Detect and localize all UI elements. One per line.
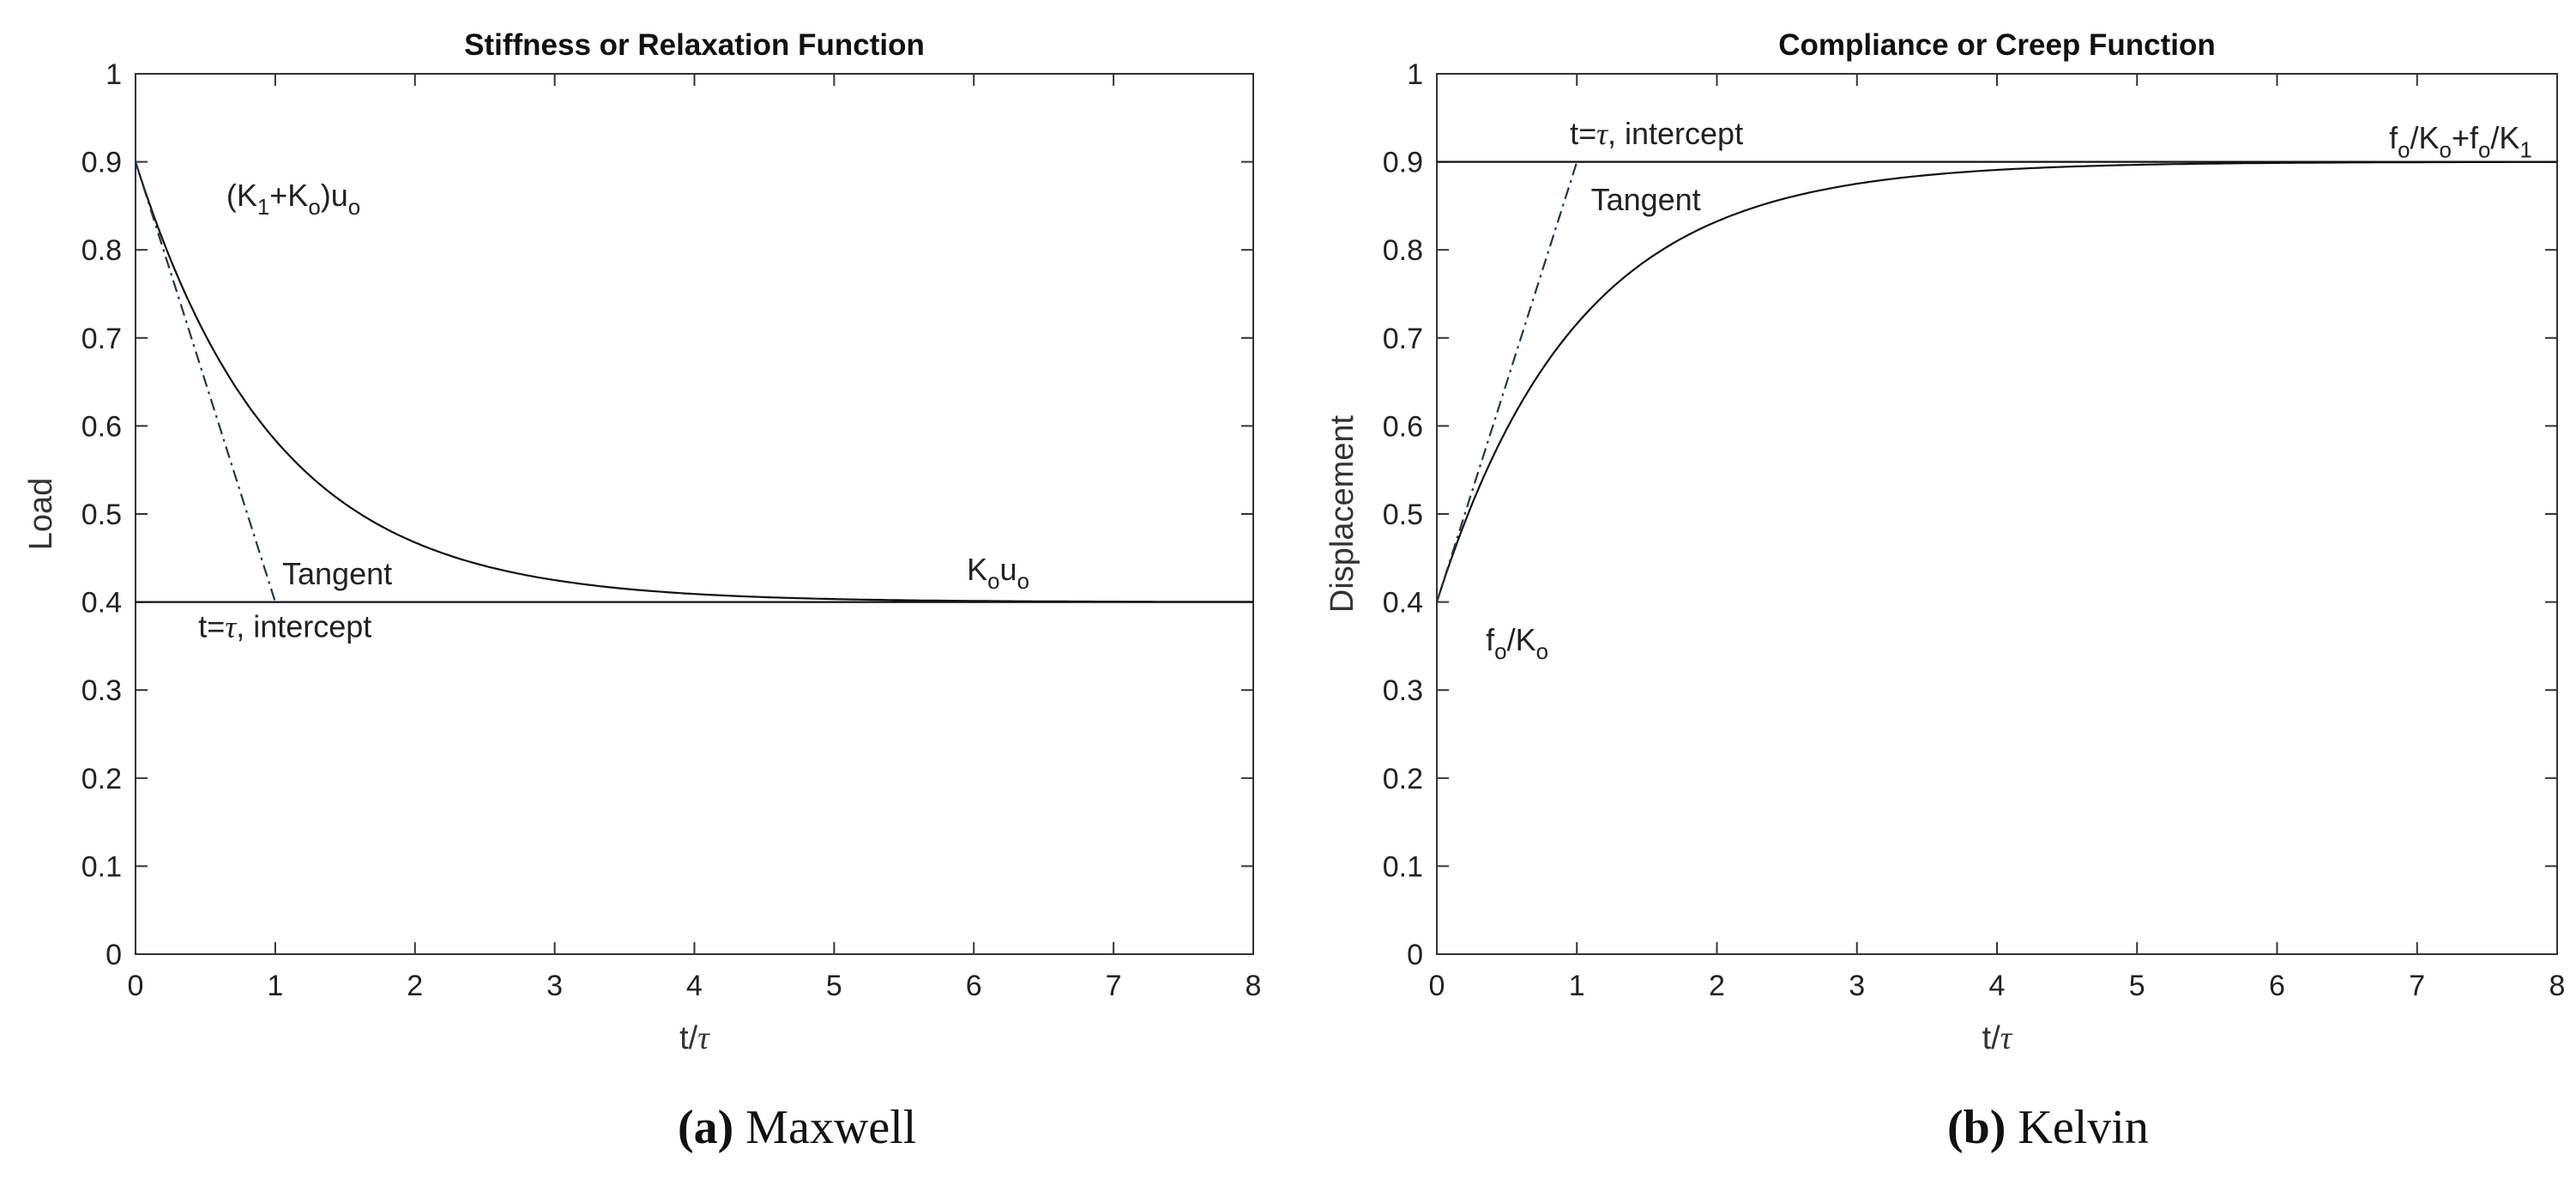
kelvin-xtick-label: 1 <box>1569 970 1585 1002</box>
caption-kelvin: (b) Kelvin <box>1947 1100 2149 1155</box>
maxwell-ytick-label: 0.3 <box>81 674 122 707</box>
maxwell-xtick-label: 7 <box>1106 970 1122 1002</box>
maxwell-ytick-label: 0.5 <box>81 499 122 531</box>
kelvin-ytick-label: 1 <box>1407 58 1423 91</box>
maxwell-xtick-label: 3 <box>546 970 563 1002</box>
maxwell-xtick-label: 6 <box>966 970 982 1002</box>
kelvin-ytick-label: 0.7 <box>1383 323 1423 355</box>
kelvin-annotation-final-displacement: fo/Ko+fo/K1 <box>2389 120 2532 162</box>
maxwell-title: Stiffness or Relaxation Function <box>464 28 925 62</box>
maxwell-ytick-label: 0.6 <box>81 410 122 443</box>
kelvin-ytick-label: 0 <box>1407 939 1423 971</box>
maxwell-ytick-label: 0 <box>106 939 122 971</box>
maxwell-xtick-label: 1 <box>267 970 283 1002</box>
maxwell-ytick-label: 0.4 <box>81 587 122 620</box>
maxwell-xlabel: t/τ <box>679 1020 710 1056</box>
kelvin-annotation-intercept: t=τ, intercept <box>1570 116 1743 151</box>
kelvin-series-tangent <box>1435 161 1578 602</box>
kelvin-annotation-initial-displacement: fo/Ko <box>1486 622 1548 664</box>
maxwell-annotation-final-load: Kouo <box>967 552 1029 594</box>
kelvin-ytick-label: 0.3 <box>1383 674 1423 707</box>
kelvin-ytick-label: 0.2 <box>1383 763 1423 795</box>
kelvin-ytick-label: 0.8 <box>1383 234 1423 267</box>
maxwell-annotation-initial-load: (K1+Ko)uo <box>226 178 360 220</box>
kelvin-ylabel: Displacement <box>1324 414 1360 613</box>
kelvin-annotation-tangent: Tangent <box>1591 182 1701 217</box>
kelvin-xtick-label: 5 <box>2129 970 2145 1002</box>
maxwell-ytick-label: 0.9 <box>81 147 122 179</box>
kelvin-xtick-label: 7 <box>2409 970 2425 1002</box>
caption-kelvin-text: Kelvin <box>2006 1101 2149 1154</box>
chart-maxwell: 0 1 2 3 4 5 6 7 8 0 0.1 0.2 0.3 0.4 0.5 0.6 0.7 0.8 0.9 1 St… <box>23 28 1261 1056</box>
kelvin-ytick-label: 0.6 <box>1383 410 1423 443</box>
maxwell-ytick-label: 1 <box>106 58 122 91</box>
kelvin-xtick-label: 0 <box>1429 970 1445 1002</box>
kelvin-series-creep-curve <box>1435 160 2557 602</box>
maxwell-xtick-label: 2 <box>407 970 423 1002</box>
kelvin-xtick-label: 8 <box>2549 970 2566 1002</box>
chart-kelvin: 0 1 2 3 4 5 6 7 8 0 0.1 0.2 0.3 0.4 0.5 0.6 0.7 0.8 0.9 1 Co… <box>1324 28 2565 1056</box>
maxwell-annotation-intercept: t=τ, intercept <box>198 609 371 644</box>
kelvin-ytick-label: 0.9 <box>1383 147 1423 179</box>
maxwell-ylabel: Load <box>23 478 59 551</box>
kelvin-ytick-label: 0.4 <box>1383 587 1423 620</box>
maxwell-series-relaxation-curve <box>134 161 1253 603</box>
caption-maxwell-text: Maxwell <box>733 1101 917 1154</box>
kelvin-ytick-label: 0.1 <box>1383 850 1423 883</box>
kelvin-ytick-label: 0.5 <box>1383 499 1423 531</box>
caption-kelvin-label: (b) <box>1947 1101 2006 1154</box>
kelvin-xlabel: t/τ <box>1982 1020 2013 1056</box>
maxwell-xtick-label: 8 <box>1246 970 1262 1002</box>
maxwell-annotation-tangent: Tangent <box>282 556 392 591</box>
kelvin-xtick-label: 4 <box>1989 970 2006 1002</box>
maxwell-ytick-label: 0.8 <box>81 234 122 267</box>
kelvin-xtick-label: 6 <box>2269 970 2285 1002</box>
kelvin-xtick-label: 2 <box>1709 970 1725 1002</box>
maxwell-ytick-label: 0.7 <box>81 323 122 355</box>
maxwell-ytick-label: 0.1 <box>81 850 122 883</box>
maxwell-xtick-label: 4 <box>686 970 703 1002</box>
kelvin-title: Compliance or Creep Function <box>1778 28 2216 62</box>
kelvin-xtick-label: 3 <box>1849 970 1865 1002</box>
maxwell-xtick-label: 0 <box>128 970 144 1002</box>
maxwell-series-tangent <box>134 161 276 602</box>
maxwell-ytick-label: 0.2 <box>81 763 122 795</box>
maxwell-xtick-label: 5 <box>826 970 842 1002</box>
caption-maxwell: (a) Maxwell <box>678 1100 916 1155</box>
caption-maxwell-label: (a) <box>678 1101 734 1154</box>
